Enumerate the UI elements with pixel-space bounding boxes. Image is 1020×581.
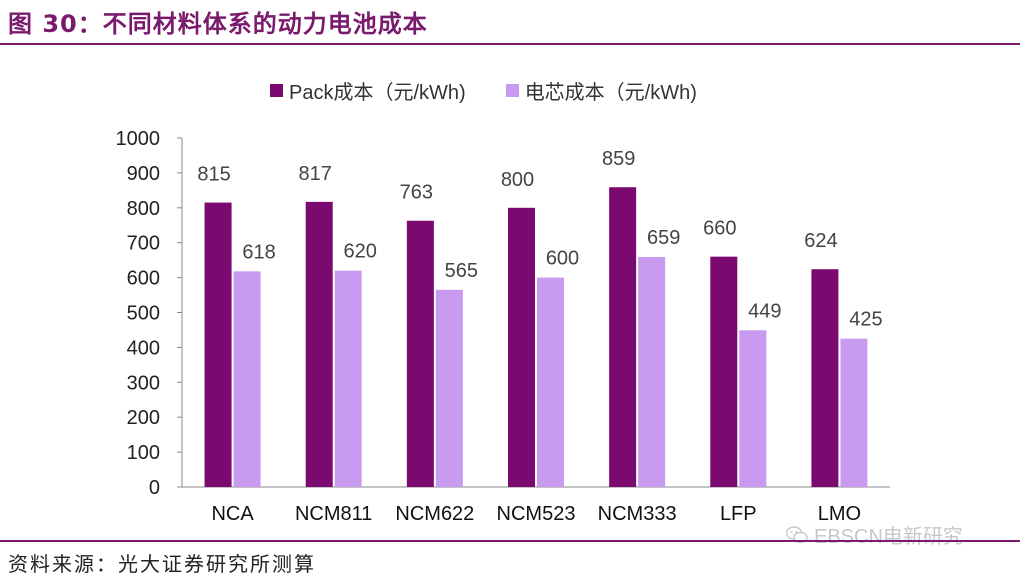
data-label-cell: 565	[445, 260, 478, 282]
title-divider	[0, 43, 1020, 45]
y-tick-label: 200	[127, 407, 160, 429]
y-tick-label: 700	[127, 233, 160, 255]
data-label-cell: 600	[546, 248, 579, 270]
data-label-pack: 624	[804, 230, 837, 252]
y-tick-label: 900	[127, 163, 160, 185]
data-label-cell: 425	[849, 309, 882, 331]
bar-pack	[609, 187, 637, 488]
bar-pack	[406, 220, 434, 487]
data-label-pack: 859	[602, 148, 635, 170]
x-tick-label: LMO	[818, 503, 861, 525]
data-label-pack: 800	[501, 169, 534, 191]
data-label-cell: 659	[647, 227, 680, 249]
bar-cell	[739, 330, 767, 487]
watermark: EBSCN电新研究	[786, 520, 963, 549]
wechat-icon	[786, 525, 808, 543]
x-tick-label: NCM523	[497, 503, 576, 525]
bar-cell	[435, 289, 463, 487]
x-tick-label: NCM622	[395, 503, 474, 525]
y-tick-label: 600	[127, 268, 160, 290]
bar-pack	[508, 207, 535, 488]
legend-swatch-cell	[505, 84, 519, 97]
bar-cell	[334, 270, 362, 487]
watermark-text: EBSCN电新研究	[814, 526, 963, 548]
bar-cell	[840, 338, 868, 487]
legend-item-cell: 电芯成本（元/kWh)	[505, 76, 697, 105]
y-tick-label: 300	[127, 372, 160, 394]
y-tick-label: 1000	[116, 128, 161, 150]
y-tick-label: 0	[149, 477, 160, 499]
data-label-cell: 449	[748, 300, 781, 322]
bar-chart: 0 100 200 300 400 500 600 700 800 900 1000 815 618 NC…	[116, 128, 890, 525]
legend-label-cell: 电芯成本（元/kWh)	[524, 82, 697, 104]
data-label-cell: 618	[242, 241, 275, 263]
figure-title: 图 30：不同材料体系的动力电池成本	[8, 10, 428, 38]
y-tick-label: 800	[127, 198, 160, 220]
bar-cell	[638, 257, 666, 487]
x-tick-label: NCA	[211, 503, 254, 525]
bar-pack	[811, 269, 839, 487]
x-tick-label: LFP	[720, 503, 757, 525]
bar-cell	[537, 277, 564, 487]
x-tick-label: NCM333	[598, 503, 677, 525]
data-label-pack: 817	[299, 163, 332, 185]
y-tick-label: 400	[127, 337, 160, 359]
bar-pack	[204, 202, 232, 487]
data-label-pack: 660	[703, 218, 736, 240]
bar-cell	[233, 271, 261, 487]
bar-pack	[710, 256, 738, 487]
y-tick-label: 500	[127, 303, 160, 325]
x-tick-label: NCM811	[295, 503, 372, 525]
data-label-pack: 763	[400, 182, 433, 204]
data-label-pack: 815	[197, 164, 230, 186]
source-note: 资料来源：光大证券研究所测算	[8, 552, 316, 576]
source-divider	[0, 540, 1020, 542]
legend-swatch-pack	[270, 84, 283, 97]
y-tick-label: 100	[127, 442, 160, 464]
bar-pack	[305, 201, 333, 487]
chart-legend: Pack成本（元/kWh) 电芯成本（元/kWh)	[270, 76, 697, 105]
legend-item-pack: Pack成本（元/kWh)	[270, 76, 466, 105]
legend-label-pack: Pack成本（元/kWh)	[289, 82, 466, 104]
data-label-cell: 620	[344, 241, 377, 263]
